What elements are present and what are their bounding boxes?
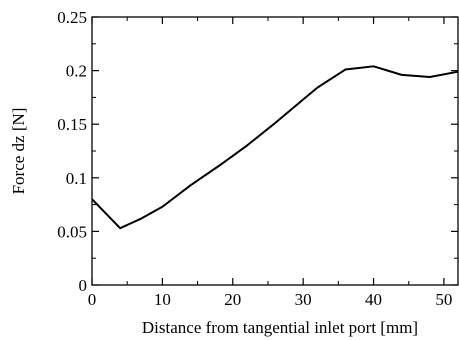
x-axis-title: Distance from tangential inlet port [mm]	[142, 318, 418, 337]
y-tick-label: 0.2	[66, 62, 87, 81]
series-line-0	[91, 65, 459, 230]
ticks: 0 10 20 30 40 50 0 0.05 0.1 0.15 0.2 0.25	[57, 8, 458, 309]
x-tick-label: 20	[224, 290, 241, 309]
plot-content	[91, 65, 459, 230]
y-tick-label: 0.05	[57, 222, 87, 241]
x-tick-label: 10	[154, 290, 171, 309]
x-tick-label: 30	[295, 290, 312, 309]
x-tick-label: 0	[88, 290, 97, 309]
y-tick-label: 0	[79, 276, 88, 295]
y-tick-label: 0.15	[57, 115, 87, 134]
y-axis-title: Force dz [N]	[9, 108, 28, 195]
x-tick-label: 40	[365, 290, 382, 309]
y-tick-label: 0.1	[66, 169, 87, 188]
y-tick-label: 0.25	[57, 8, 87, 27]
x-tick-label: 50	[435, 290, 452, 309]
plot-frame	[91, 16, 459, 286]
